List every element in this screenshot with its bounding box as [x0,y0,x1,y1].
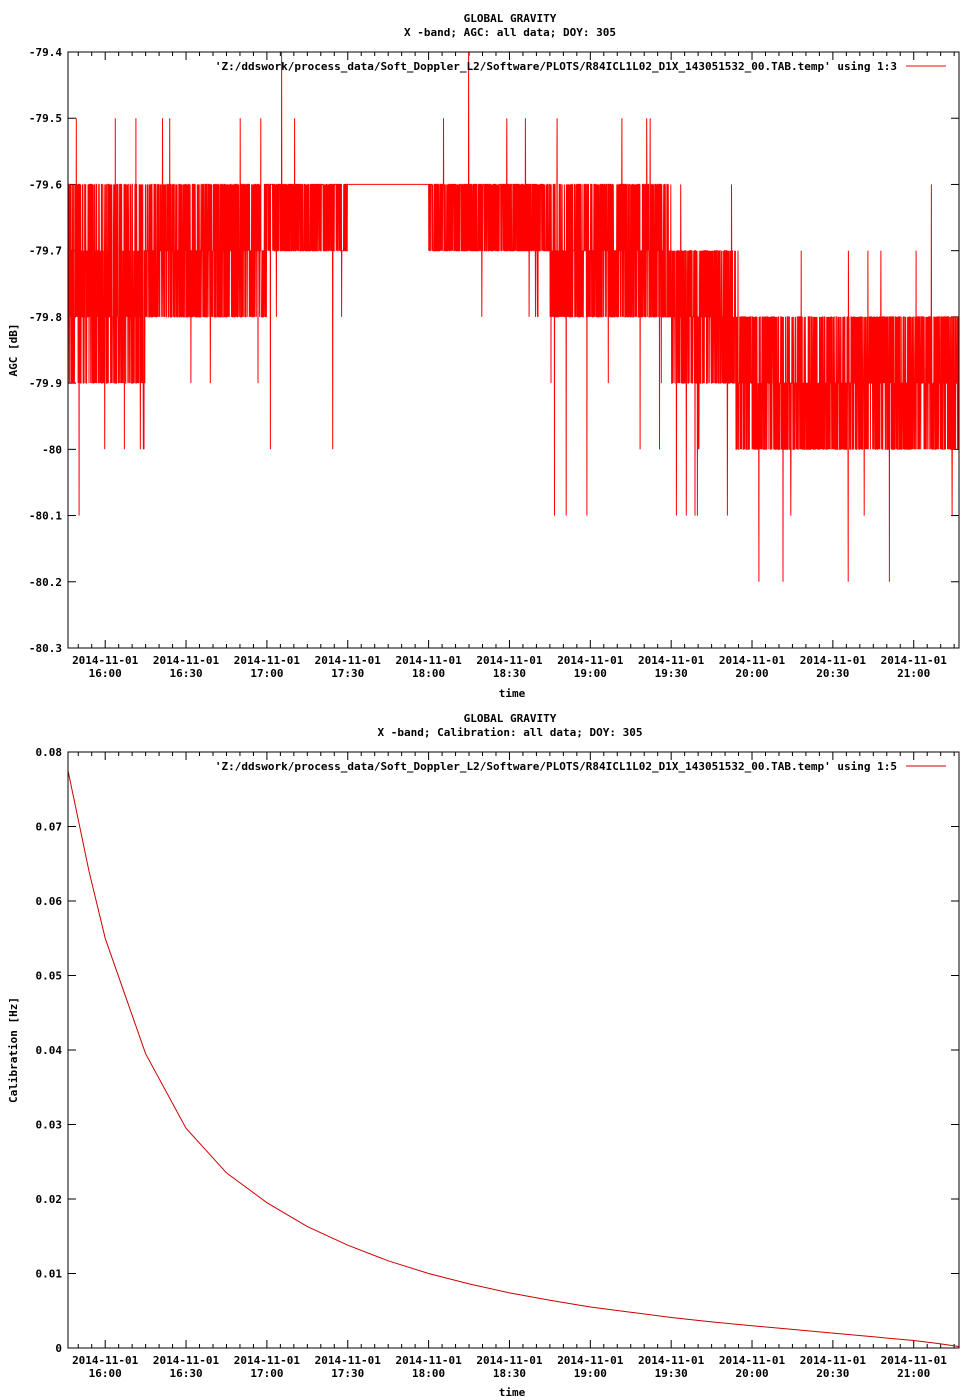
x-tick-label-time: 17:00 [250,667,283,680]
agc-x-axis-label: time [499,687,526,700]
agc-series [67,51,960,582]
y-tick-label: -80.1 [29,510,62,523]
calibration-x-axis-label: time [499,1386,526,1399]
y-tick-label: -79.5 [29,112,62,125]
x-tick-label-date: 2014-11-01 [800,654,867,667]
y-tick-label: 0.04 [36,1044,63,1057]
x-tick-label-date: 2014-11-01 [315,1354,382,1367]
y-tick-label: 0.08 [36,746,63,759]
x-tick-label-time: 16:30 [169,667,202,680]
y-tick-label: 0 [55,1342,62,1355]
y-tick-label: 0.06 [36,895,63,908]
y-tick-label: 0.03 [36,1119,63,1132]
x-tick-label-time: 16:30 [169,1367,202,1380]
agc-chart: GLOBAL GRAVITY X -band; AGC: all data; D… [7,12,960,700]
y-tick-label: -79.7 [29,245,62,258]
calibration-series [67,770,960,1347]
x-tick-label-date: 2014-11-01 [800,1354,867,1367]
x-tick-label-date: 2014-11-01 [234,1354,301,1367]
x-tick-label-time: 19:00 [574,1367,607,1380]
calibration-legend: 'Z:/ddswork/process_data/Soft_Doppler_L2… [215,760,946,773]
x-tick-label-time: 16:00 [89,667,122,680]
agc-legend-label: 'Z:/ddswork/process_data/Soft_Doppler_L2… [215,60,897,73]
agc-chart-title: GLOBAL GRAVITY [464,12,557,25]
x-tick-label-time: 20:00 [735,667,768,680]
agc-y-axis-label: AGC [dB] [7,324,20,377]
x-tick-label-time: 21:00 [897,1367,930,1380]
x-tick-label-time: 18:30 [493,1367,526,1380]
x-tick-label-time: 19:30 [655,667,688,680]
y-tick-label: -80.2 [29,576,62,589]
x-tick-label-time: 19:00 [574,667,607,680]
x-tick-label-time: 17:00 [250,1367,283,1380]
x-tick-label-date: 2014-11-01 [72,1354,139,1367]
x-tick-label-time: 21:00 [897,667,930,680]
x-tick-label-time: 17:30 [331,1367,364,1380]
x-tick-label-date: 2014-11-01 [234,654,301,667]
x-tick-label-time: 17:30 [331,667,364,680]
y-tick-label: -79.4 [29,46,62,59]
agc-chart-subtitle: X -band; AGC: all data; DOY: 305 [404,26,616,39]
x-tick-label-date: 2014-11-01 [476,654,543,667]
calibration-chart-title: GLOBAL GRAVITY [464,712,557,725]
x-tick-label-date: 2014-11-01 [153,654,220,667]
x-tick-label-date: 2014-11-01 [315,654,382,667]
x-tick-label-time: 19:30 [655,1367,688,1380]
x-tick-label-time: 16:00 [89,1367,122,1380]
x-tick-label-date: 2014-11-01 [638,654,705,667]
y-tick-label: -79.9 [29,377,62,390]
x-tick-label-date: 2014-11-01 [557,1354,624,1367]
y-tick-label: 0.05 [36,970,63,983]
agc-y-ticks: -79.4 -79.5 -79.6 -79.7 -79.8 -79.9 -80 -80.1 -8… [29,46,959,655]
x-tick-label-date: 2014-11-01 [557,654,624,667]
x-tick-label-time: 20:30 [816,1367,849,1380]
x-tick-label-date: 2014-11-01 [719,1354,786,1367]
x-tick-label-time: 20:00 [735,1367,768,1380]
agc-plot-frame [67,51,960,649]
x-tick-label-date: 2014-11-01 [476,1354,543,1367]
y-tick-label: -79.6 [29,178,62,191]
calibration-x-ticks: 2014-11-0116:002014-11-0116:302014-11-01… [72,752,955,1380]
x-tick-label-date: 2014-11-01 [638,1354,705,1367]
calibration-chart-subtitle: X -band; Calibration: all data; DOY: 305 [378,726,643,739]
y-tick-label: -79.8 [29,311,62,324]
agc-series-line [67,51,960,582]
x-tick-label-date: 2014-11-01 [395,654,462,667]
y-tick-label: 0.01 [36,1268,63,1281]
x-tick-label-date: 2014-11-01 [153,1354,220,1367]
calibration-series-line [67,770,960,1347]
x-tick-label-time: 20:30 [816,667,849,680]
calibration-y-ticks: 0 0.01 0.02 0.03 0.04 0.05 0.06 0.07 0.08 [36,746,959,1355]
calibration-y-axis-label: Calibration [Hz] [7,997,20,1103]
x-tick-label-date: 2014-11-01 [881,1354,948,1367]
calibration-chart: GLOBAL GRAVITY X -band; Calibration: all… [7,712,960,1399]
y-tick-label: 0.02 [36,1193,63,1206]
y-tick-label: -80.3 [29,642,62,655]
x-tick-label-time: 18:00 [412,1367,445,1380]
calibration-plot-frame [67,751,960,1349]
x-tick-label-time: 18:30 [493,667,526,680]
x-tick-label-date: 2014-11-01 [719,654,786,667]
calibration-legend-label: 'Z:/ddswork/process_data/Soft_Doppler_L2… [215,760,897,773]
y-tick-label: -80 [42,443,62,456]
agc-x-ticks: 2014-11-0116:002014-11-0116:302014-11-01… [72,52,955,680]
x-tick-label-date: 2014-11-01 [395,1354,462,1367]
y-tick-label: 0.07 [36,821,63,834]
x-tick-label-date: 2014-11-01 [881,654,948,667]
agc-legend: 'Z:/ddswork/process_data/Soft_Doppler_L2… [215,60,946,73]
x-tick-label-time: 18:00 [412,667,445,680]
x-tick-label-date: 2014-11-01 [72,654,139,667]
